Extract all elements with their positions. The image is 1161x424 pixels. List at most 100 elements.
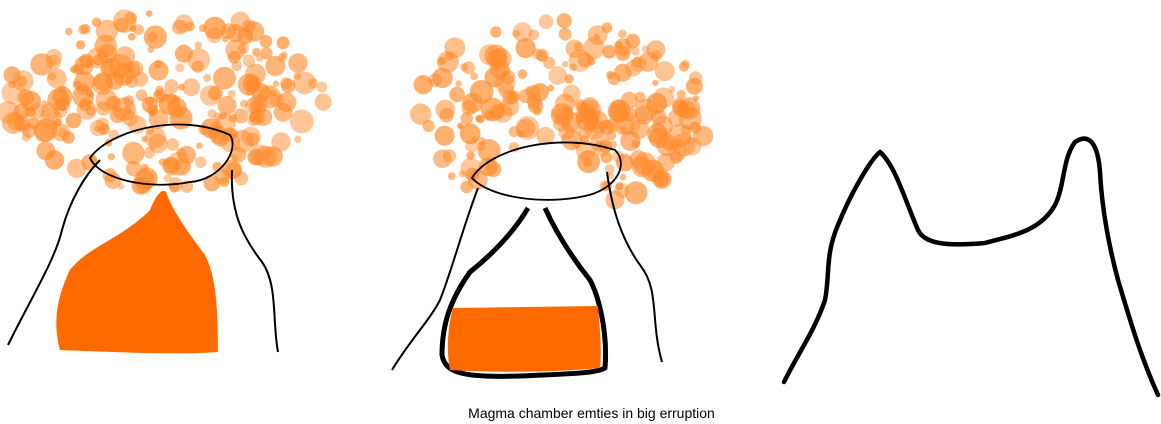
ash-bubble [92, 54, 105, 66]
ash-bubble [578, 99, 602, 122]
ash-bubble [466, 151, 476, 160]
ash-bubble [618, 29, 627, 39]
ash-bubble [668, 86, 676, 93]
ash-bubble [230, 153, 239, 162]
volcano-outline [7, 159, 279, 353]
magma-remaining [447, 306, 601, 372]
ash-bubble [556, 13, 572, 29]
ash-bubble [652, 79, 659, 86]
ash-bubble [551, 108, 561, 118]
ash-bubble [462, 92, 483, 114]
ash-bubble [127, 32, 136, 41]
panel-volcano-collapsed-caldera [781, 136, 1161, 398]
ash-bubble [631, 156, 653, 178]
ash-bubble [538, 14, 554, 29]
ash-bubble [194, 41, 203, 50]
ash-bubble [685, 77, 703, 95]
ash-bubble [166, 138, 179, 151]
ash-bubble [614, 41, 623, 49]
ash-bubble [176, 147, 186, 158]
ash-bubble [656, 153, 676, 172]
ash-bubble [146, 10, 153, 17]
ash-bubble [438, 56, 447, 66]
ash-bubble [95, 19, 119, 42]
ash-bubble [517, 130, 524, 138]
ash-bubble [203, 16, 227, 40]
ash-bubble [515, 37, 536, 59]
ash-bubble [634, 105, 654, 125]
ash-bubble [606, 71, 615, 79]
ash-bubble [208, 85, 223, 101]
ash-bubble [607, 172, 615, 180]
ash-bubble [498, 82, 515, 99]
ash-bubble [207, 109, 217, 119]
ash-bubble [65, 27, 73, 36]
ash-bubble [217, 96, 237, 115]
ash-bubble [93, 72, 113, 92]
diagram-caption: Magma chamber emties in big erruption [468, 405, 715, 421]
ash-bubble [624, 181, 648, 205]
ash-bubble [242, 74, 262, 93]
ash-bubble [174, 44, 193, 63]
ash-bubble [143, 146, 156, 159]
ash-bubble [30, 53, 53, 76]
ash-bubble [577, 150, 600, 174]
ash-bubble [233, 108, 249, 124]
ash-bubble [122, 110, 138, 127]
ash-bubble [191, 60, 204, 73]
ash-bubble [289, 109, 314, 134]
crater-rim [88, 123, 234, 186]
ash-bubble [458, 170, 466, 178]
ash-bubble [219, 111, 228, 120]
ash-bubble [449, 86, 465, 103]
ash-bubble [512, 29, 521, 38]
ash-bubble [528, 29, 540, 41]
ash-bubble [613, 63, 632, 82]
ash-bubble [517, 69, 528, 80]
ash-bubble [227, 89, 236, 99]
ash-bubble [114, 17, 129, 33]
ash-bubble [123, 106, 132, 114]
ash-bubble [428, 73, 443, 87]
ash-bubble [676, 100, 696, 119]
ash-bubble [434, 125, 455, 146]
ash-bubble [80, 23, 91, 35]
ash-bubble [34, 122, 55, 143]
ash-bubble [410, 103, 432, 125]
ash-bubble [276, 92, 297, 113]
ash-bubble [459, 123, 481, 145]
ash-bubble [163, 174, 172, 183]
ash-bubble [692, 125, 714, 147]
ash-bubble [0, 101, 20, 124]
ash-bubble [490, 104, 506, 120]
ash-bubble [172, 95, 181, 104]
ash-bubble [246, 132, 260, 147]
ash-bubble [625, 33, 641, 49]
ash-bubble [175, 63, 185, 73]
ash-bubble [247, 148, 264, 166]
ash-bubble [187, 48, 211, 72]
ash-bubble [1, 81, 25, 105]
ash-bubble [490, 26, 502, 38]
ash-bubble [253, 102, 262, 111]
ash-bubble [260, 47, 273, 60]
ash-bubble [276, 36, 290, 50]
ash-bubble [6, 112, 25, 131]
ash-bubble [109, 106, 126, 124]
caldera-outline [781, 136, 1161, 398]
ash-bubble [41, 100, 50, 109]
ash-bubble [277, 53, 287, 63]
ash-bubble [560, 111, 582, 133]
ash-bubble [40, 102, 59, 121]
ash-bubble [602, 44, 617, 59]
ash-bubble [562, 60, 569, 68]
ash-bubble [653, 171, 670, 187]
ash-bubble [630, 56, 647, 73]
ash-bubble [478, 157, 498, 177]
ash-bubble [638, 51, 659, 72]
ash-bubble [631, 47, 640, 56]
ash-bubble [600, 151, 613, 164]
ash-bubble [225, 39, 246, 60]
ash-bubble [676, 89, 687, 100]
ash-bubble [117, 183, 124, 190]
